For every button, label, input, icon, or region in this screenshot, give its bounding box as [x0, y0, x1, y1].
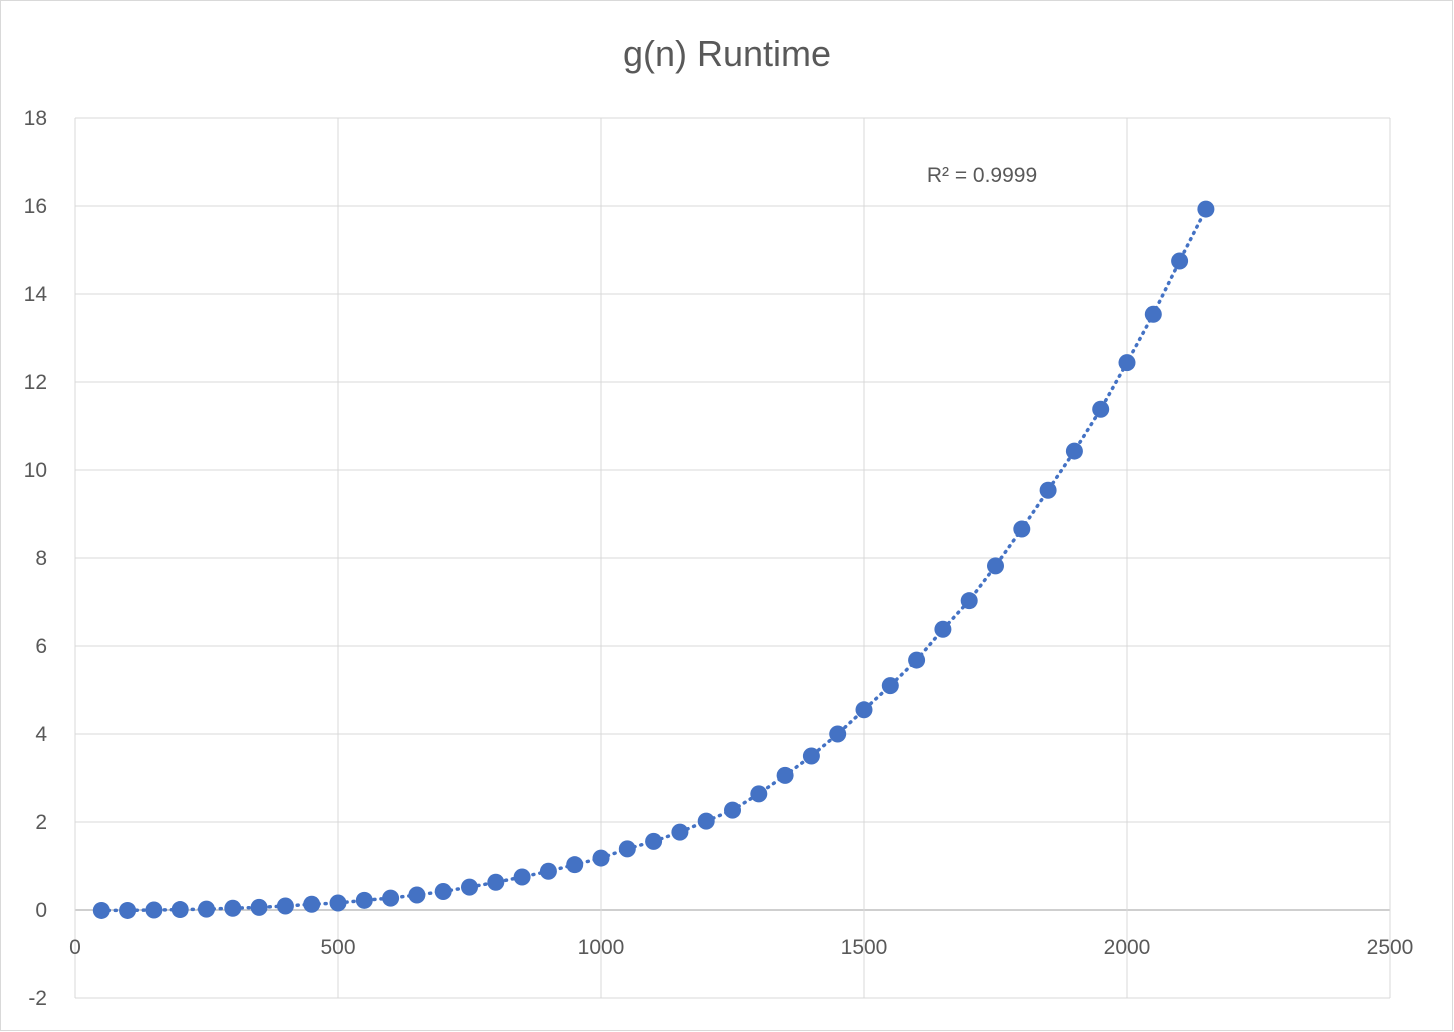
data-point [1118, 354, 1136, 372]
data-point [303, 895, 321, 913]
data-point [829, 725, 847, 743]
data-point [750, 785, 768, 803]
y-tick-label: -2 [28, 987, 47, 1010]
data-point [645, 832, 663, 850]
data-point [434, 883, 452, 901]
data-point [671, 823, 689, 841]
data-point [1065, 442, 1083, 460]
data-point [1092, 400, 1110, 418]
x-tick-label: 1000 [578, 936, 625, 959]
data-points [92, 200, 1215, 919]
r-squared-label: R² = 0.9999 [927, 164, 1037, 187]
data-point [855, 701, 873, 719]
y-tick-label: 18 [24, 107, 47, 130]
data-point [802, 747, 820, 765]
y-tick-label: 14 [24, 283, 48, 306]
data-point [119, 901, 137, 919]
data-point [776, 766, 794, 784]
y-tick-label: 0 [35, 899, 47, 922]
data-point [408, 886, 426, 904]
data-point [592, 849, 610, 867]
data-point [276, 897, 294, 915]
data-point [618, 840, 636, 858]
data-point [171, 901, 189, 919]
y-tick-label: 6 [35, 635, 47, 658]
data-point [92, 901, 110, 919]
data-point [724, 801, 741, 819]
data-point [697, 812, 715, 830]
data-point [987, 557, 1004, 575]
x-tick-label: 2500 [1367, 936, 1414, 959]
data-point [934, 620, 952, 638]
data-point [539, 862, 557, 880]
y-tick-label: 10 [24, 459, 47, 482]
data-point [1171, 252, 1189, 270]
y-tick-label: 2 [35, 811, 47, 834]
x-tick-label: 1500 [841, 936, 888, 959]
data-point [329, 894, 347, 912]
data-point [382, 889, 400, 907]
y-axis-ticks: -2 0 2 4 6 8 10 12 14 16 18 [24, 107, 48, 1010]
y-tick-label: 12 [24, 371, 47, 394]
data-point [461, 878, 478, 896]
data-point [566, 856, 584, 874]
data-point [1039, 481, 1057, 499]
data-point [355, 891, 373, 909]
data-point [250, 898, 268, 916]
data-point [487, 873, 505, 891]
x-tick-label: 0 [69, 936, 81, 959]
y-tick-label: 16 [24, 195, 47, 218]
data-point [198, 900, 215, 918]
data-point [513, 868, 531, 886]
y-tick-label: 4 [35, 723, 47, 746]
y-tick-label: 8 [35, 547, 47, 570]
data-point [1144, 305, 1162, 323]
data-point [1013, 520, 1031, 538]
data-point [960, 592, 978, 610]
x-tick-label: 500 [320, 936, 355, 959]
chart-title: g(n) Runtime [623, 33, 831, 74]
x-axis-ticks: 0 500 1000 1500 2000 2500 [69, 936, 1413, 959]
data-point [224, 899, 242, 917]
data-point [881, 677, 899, 695]
x-tick-label: 2000 [1104, 936, 1151, 959]
data-point [145, 901, 163, 919]
data-point [1197, 200, 1215, 218]
data-point [908, 651, 926, 669]
